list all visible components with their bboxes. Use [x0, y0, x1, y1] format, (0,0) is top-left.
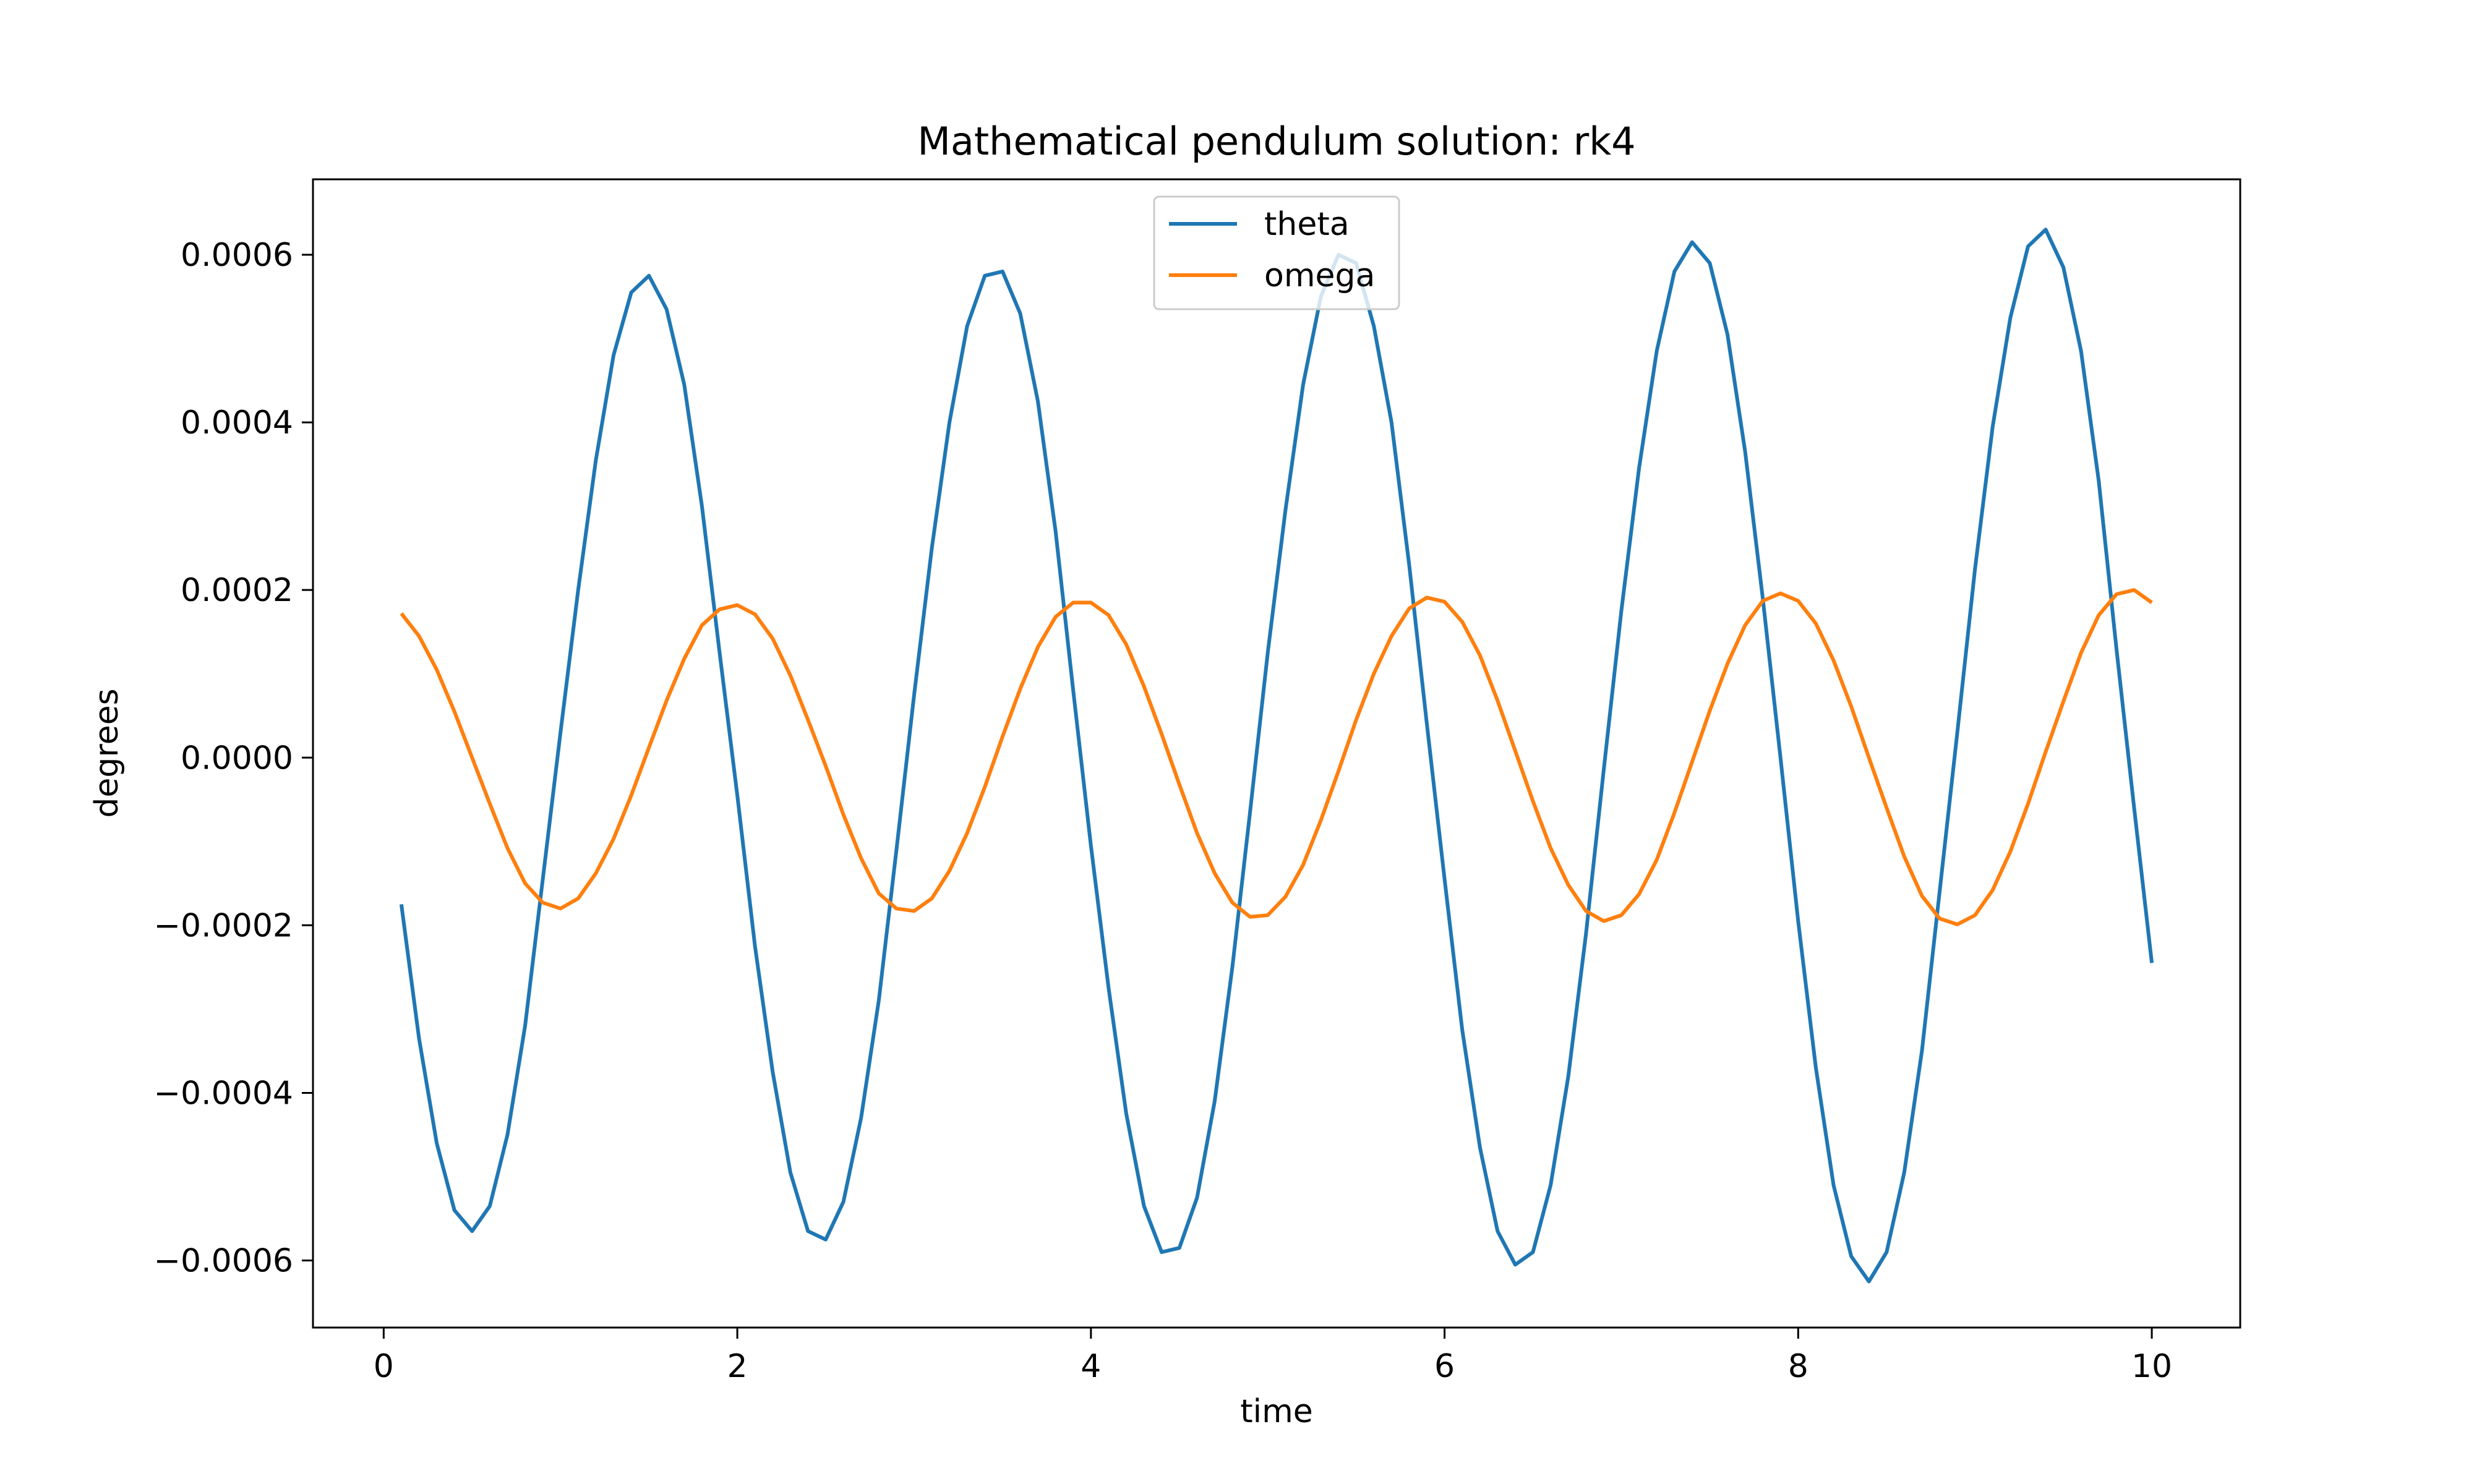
x-tick-label: 0 [374, 1348, 394, 1385]
legend: theta omega [1153, 195, 1400, 310]
x-axis-label: time [1240, 1393, 1312, 1430]
chart-title: Mathematical pendulum solution: rk4 [917, 119, 1635, 164]
legend-label-omega: omega [1264, 257, 1375, 294]
y-tick-label: 0.0006 [181, 237, 293, 274]
series-line-theta [399, 228, 2154, 1284]
y-tick-label: 0.0002 [181, 572, 293, 609]
x-tick-label: 6 [1434, 1348, 1455, 1385]
y-axis-ticks: −0.0006 −0.0004 −0.0002 0.0000 0.0002 0.0004 0… [153, 237, 313, 1280]
x-axis-ticks: 0 2 4 6 8 10 [374, 1328, 2172, 1385]
y-tick-label: −0.0002 [153, 907, 293, 944]
x-tick-label: 4 [1081, 1348, 1101, 1385]
x-tick-label: 2 [727, 1348, 748, 1385]
legend-label-theta: theta [1264, 206, 1350, 243]
series-line-omega [400, 588, 2153, 926]
y-tick-label: 0.0004 [181, 404, 293, 441]
y-tick-label: 0.0000 [181, 740, 293, 777]
x-tick-label: 8 [1788, 1348, 1808, 1385]
plot-area [312, 178, 2241, 1329]
x-tick-label: 10 [2131, 1348, 2172, 1385]
series-layer [399, 228, 2154, 1284]
y-tick-label: −0.0006 [153, 1243, 293, 1280]
y-tick-label: −0.0004 [153, 1075, 293, 1112]
y-axis-label: degrees [88, 688, 126, 817]
